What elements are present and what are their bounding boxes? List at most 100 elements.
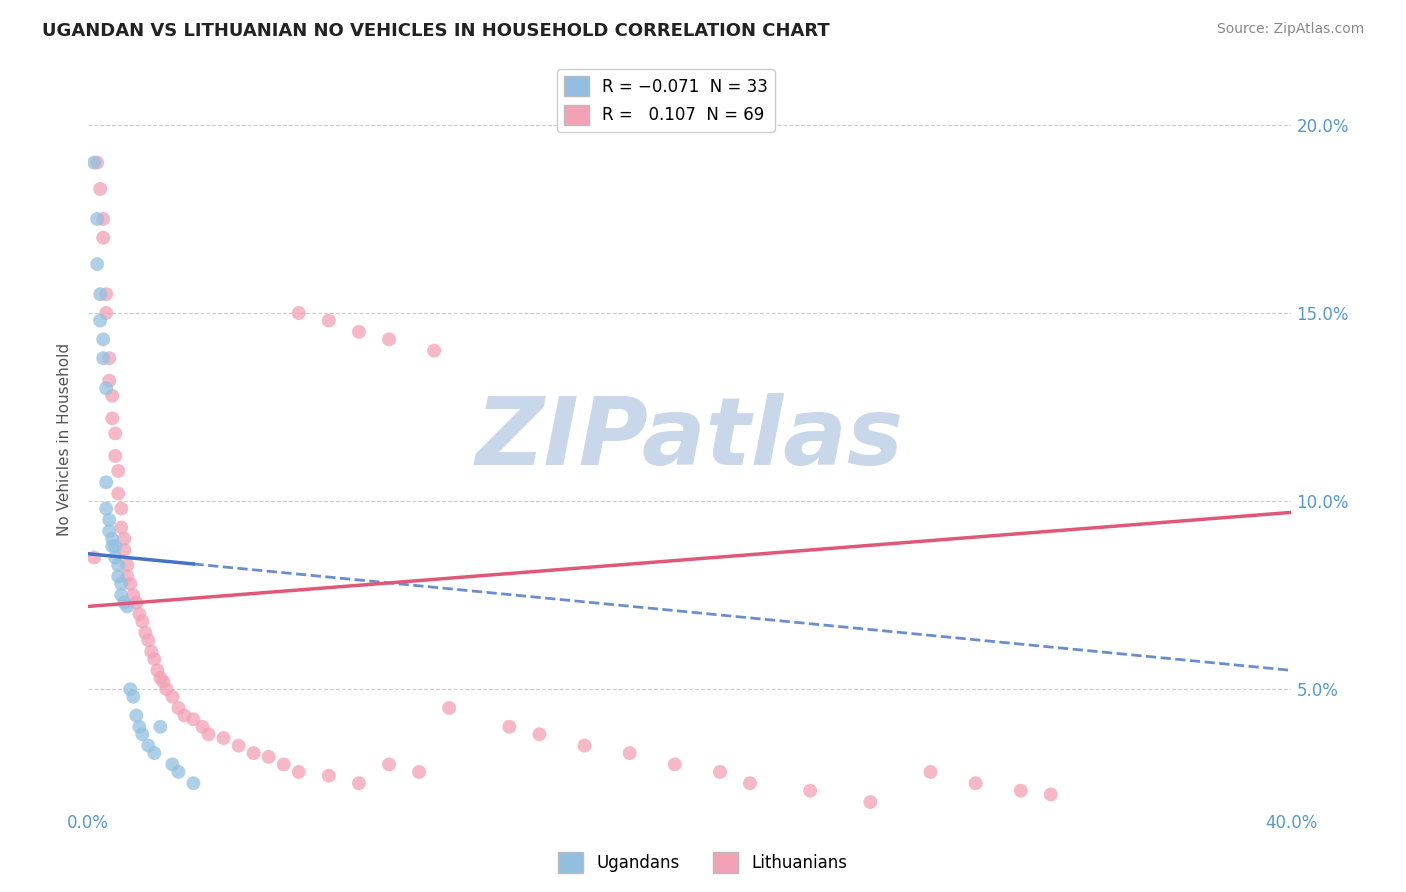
Point bbox=[86, 155, 108, 169]
Point bbox=[128, 607, 150, 621]
Point bbox=[738, 776, 761, 790]
Point bbox=[378, 757, 401, 772]
Point bbox=[799, 783, 821, 797]
Point bbox=[574, 739, 596, 753]
Point bbox=[89, 313, 111, 327]
Point bbox=[83, 550, 105, 565]
Point bbox=[125, 596, 148, 610]
Point bbox=[96, 501, 118, 516]
Point bbox=[96, 475, 118, 490]
Point bbox=[112, 532, 135, 546]
Point bbox=[1039, 788, 1062, 802]
Point bbox=[101, 389, 124, 403]
Point bbox=[117, 599, 139, 614]
Text: UGANDAN VS LITHUANIAN NO VEHICLES IN HOUSEHOLD CORRELATION CHART: UGANDAN VS LITHUANIAN NO VEHICLES IN HOU… bbox=[42, 22, 830, 40]
Point bbox=[104, 449, 127, 463]
Point bbox=[318, 313, 340, 327]
Point bbox=[110, 520, 132, 534]
Point bbox=[965, 776, 987, 790]
Point bbox=[98, 351, 121, 366]
Point bbox=[149, 720, 172, 734]
Point bbox=[378, 332, 401, 346]
Point bbox=[408, 764, 430, 779]
Point bbox=[86, 257, 108, 271]
Point bbox=[112, 596, 135, 610]
Point bbox=[859, 795, 882, 809]
Point bbox=[91, 211, 114, 226]
Point bbox=[183, 712, 205, 726]
Point bbox=[167, 701, 190, 715]
Point bbox=[104, 539, 127, 553]
Point bbox=[131, 727, 153, 741]
Point bbox=[155, 682, 177, 697]
Point bbox=[101, 539, 124, 553]
Point bbox=[86, 211, 108, 226]
Point bbox=[89, 287, 111, 301]
Point bbox=[91, 351, 114, 366]
Point bbox=[228, 739, 250, 753]
Point bbox=[529, 727, 551, 741]
Point bbox=[273, 757, 295, 772]
Point bbox=[619, 746, 641, 760]
Point bbox=[1010, 783, 1032, 797]
Point bbox=[128, 720, 150, 734]
Point bbox=[141, 644, 163, 658]
Point bbox=[104, 550, 127, 565]
Point bbox=[162, 690, 184, 704]
Point bbox=[709, 764, 731, 779]
Point bbox=[149, 671, 172, 685]
Point bbox=[146, 664, 169, 678]
Point bbox=[197, 727, 219, 741]
Point bbox=[96, 381, 118, 395]
Point bbox=[143, 746, 166, 760]
Point bbox=[96, 306, 118, 320]
Point bbox=[110, 588, 132, 602]
Point bbox=[98, 513, 121, 527]
Point bbox=[191, 720, 214, 734]
Point bbox=[89, 182, 111, 196]
Point bbox=[136, 633, 159, 648]
Point bbox=[117, 569, 139, 583]
Point bbox=[131, 615, 153, 629]
Point bbox=[287, 306, 309, 320]
Point bbox=[91, 231, 114, 245]
Point bbox=[122, 588, 145, 602]
Point bbox=[83, 155, 105, 169]
Point bbox=[120, 577, 142, 591]
Text: Source: ZipAtlas.com: Source: ZipAtlas.com bbox=[1216, 22, 1364, 37]
Point bbox=[125, 708, 148, 723]
Point bbox=[498, 720, 520, 734]
Legend: Ugandans, Lithuanians: Ugandans, Lithuanians bbox=[551, 846, 855, 880]
Point bbox=[101, 532, 124, 546]
Point bbox=[173, 708, 195, 723]
Point bbox=[437, 701, 460, 715]
Point bbox=[287, 764, 309, 779]
Point bbox=[162, 757, 184, 772]
Point bbox=[423, 343, 446, 358]
Point bbox=[152, 674, 174, 689]
Point bbox=[143, 652, 166, 666]
Point bbox=[120, 682, 142, 697]
Point bbox=[212, 731, 235, 745]
Text: ZIPatlas: ZIPatlas bbox=[475, 393, 904, 485]
Point bbox=[318, 769, 340, 783]
Point bbox=[91, 332, 114, 346]
Point bbox=[107, 558, 129, 572]
Point bbox=[112, 543, 135, 558]
Point bbox=[347, 776, 370, 790]
Point bbox=[134, 625, 156, 640]
Point bbox=[110, 577, 132, 591]
Point bbox=[107, 569, 129, 583]
Point bbox=[183, 776, 205, 790]
Y-axis label: No Vehicles in Household: No Vehicles in Household bbox=[58, 343, 72, 535]
Point bbox=[920, 764, 942, 779]
Point bbox=[98, 524, 121, 539]
Point bbox=[96, 287, 118, 301]
Point bbox=[98, 374, 121, 388]
Point bbox=[104, 426, 127, 441]
Point bbox=[257, 750, 280, 764]
Legend: R = −0.071  N = 33, R =   0.107  N = 69: R = −0.071 N = 33, R = 0.107 N = 69 bbox=[557, 70, 775, 132]
Point bbox=[110, 501, 132, 516]
Point bbox=[167, 764, 190, 779]
Point bbox=[107, 464, 129, 478]
